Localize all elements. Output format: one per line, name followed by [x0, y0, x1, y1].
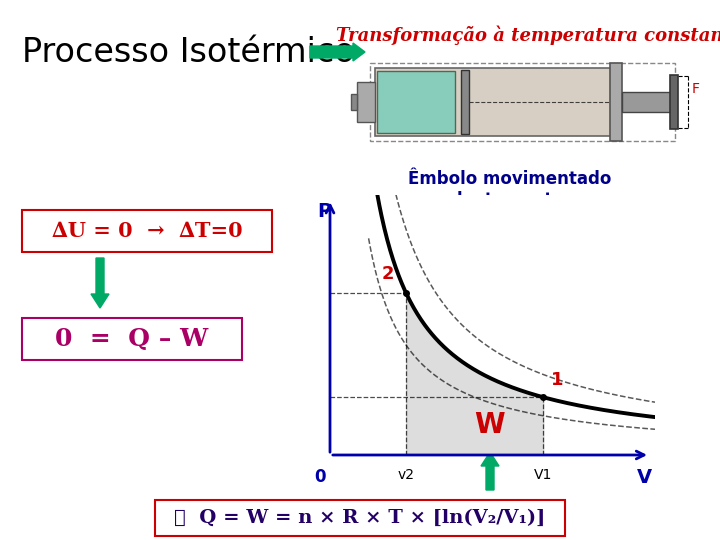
FancyArrow shape [310, 43, 365, 61]
Bar [351, 94, 357, 110]
Text: 0  =  Q – W: 0 = Q – W [55, 327, 209, 351]
Bar [622, 92, 672, 112]
Bar [375, 68, 620, 136]
Text: V1: V1 [534, 468, 552, 482]
FancyArrow shape [481, 452, 499, 490]
Bar [357, 82, 375, 123]
Bar [155, 500, 565, 536]
Text: W: W [474, 410, 505, 438]
Bar [22, 318, 242, 360]
Text: P: P [317, 202, 331, 221]
Text: 0: 0 [314, 468, 325, 486]
Text: Êmbolo movimentado
lentamente: Êmbolo movimentado lentamente [408, 170, 612, 209]
Bar [377, 71, 455, 133]
Bar [610, 63, 622, 141]
Text: V: V [637, 468, 652, 487]
Text: v2: v2 [397, 468, 415, 482]
Text: Processo Isotérmico: Processo Isotérmico [22, 36, 355, 69]
Text: ∴  Q = W = n × R × T × [ln(V₂/V₁)]: ∴ Q = W = n × R × T × [ln(V₂/V₁)] [174, 509, 546, 527]
Bar [22, 210, 272, 252]
Text: 2: 2 [382, 265, 394, 283]
Bar [461, 70, 469, 134]
Bar [670, 75, 678, 129]
Text: F: F [692, 82, 700, 96]
Text: ∆U = 0  →  ∆T=0: ∆U = 0 → ∆T=0 [52, 221, 243, 241]
Text: 1: 1 [552, 370, 564, 389]
FancyArrow shape [91, 258, 109, 308]
Text: Transformação à temperatura constante: Transformação à temperatura constante [336, 25, 720, 45]
